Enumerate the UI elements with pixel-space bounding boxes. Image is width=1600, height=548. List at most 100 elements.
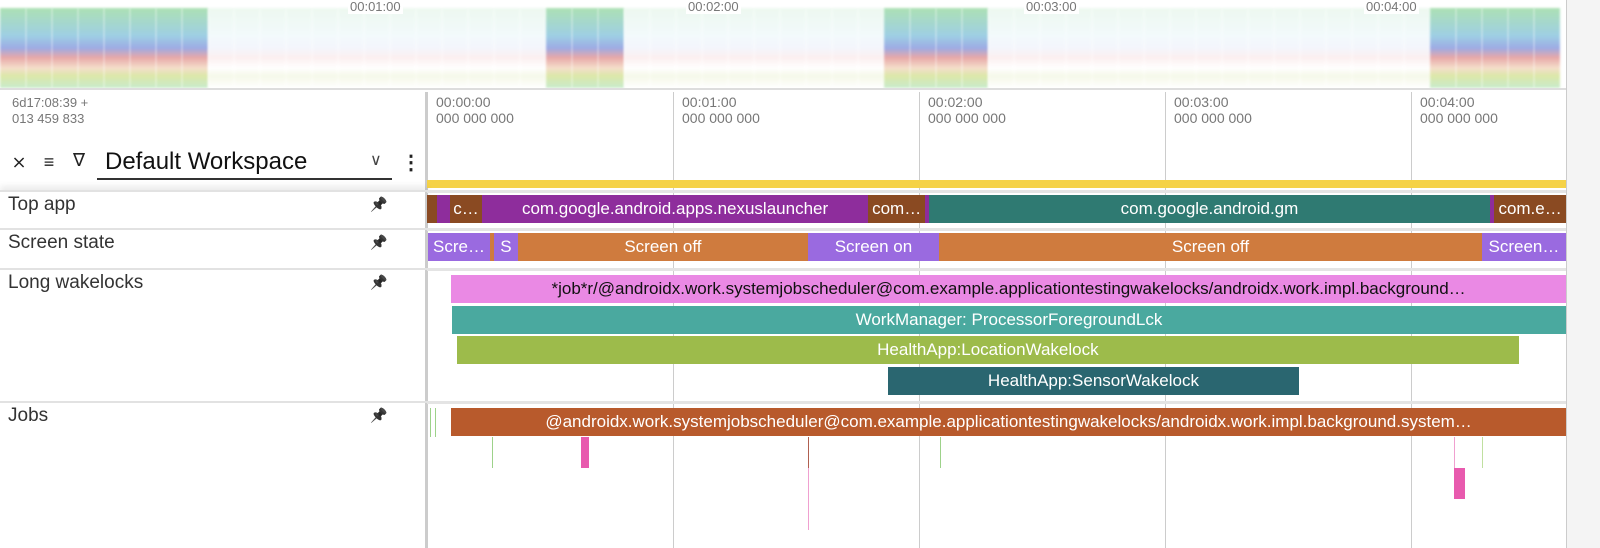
- overview-bar: [1534, 8, 1560, 88]
- slice[interactable]: HealthApp:SensorWakelock: [887, 366, 1300, 395]
- overview-bar: [598, 8, 624, 88]
- tick-ns: 000 000 000: [1420, 110, 1498, 126]
- overview-bar: [546, 8, 572, 88]
- overview-bar: [1508, 8, 1534, 88]
- pin-icon[interactable]: 📌: [370, 407, 388, 423]
- overview-bar: [910, 8, 936, 88]
- overview-bar: [702, 8, 728, 88]
- slice[interactable]: Screen off: [939, 233, 1482, 261]
- slice[interactable]: com…: [868, 195, 926, 223]
- overview-bar: [78, 8, 104, 88]
- overview-bar: [936, 8, 962, 88]
- job-event-marker[interactable]: [808, 468, 809, 530]
- overview-bar: [130, 8, 156, 88]
- slice[interactable]: WorkManager: ProcessorForegroundLck: [452, 305, 1566, 334]
- slice[interactable]: Screen off: [518, 233, 808, 261]
- overview-label: 00:02:00: [686, 0, 741, 14]
- track-separator: [427, 268, 1566, 271]
- overview-bar: [1170, 8, 1196, 88]
- overview-bar: [728, 8, 754, 88]
- slice[interactable]: *job*r/@androidx.work.systemjobscheduler…: [451, 275, 1566, 303]
- job-event-marker[interactable]: [492, 437, 493, 468]
- slice[interactable]: Scre…: [427, 233, 491, 261]
- track-name: Screen state: [8, 232, 115, 253]
- overview-bar: [1014, 8, 1040, 88]
- overview-bar: [1248, 8, 1274, 88]
- job-event-marker[interactable]: [435, 408, 436, 437]
- pin-icon[interactable]: 📌: [370, 234, 388, 250]
- tick-ns: 000 000 000: [928, 110, 1006, 126]
- track-top-app[interactable]: Top app 📌: [0, 190, 427, 228]
- time-selection-bar[interactable]: [427, 180, 1566, 188]
- track-long-wakelocks[interactable]: Long wakelocks 📌: [0, 268, 427, 401]
- time-axis[interactable]: 00:00:00 000 000 000 00:01:00 000 000 000 00…: [427, 92, 1566, 548]
- overview-bar: [806, 8, 832, 88]
- overview-label: 00:03:00: [1024, 0, 1079, 14]
- overview-bar: [1196, 8, 1222, 88]
- track-name: Jobs: [8, 405, 49, 426]
- overview-bar: [650, 8, 676, 88]
- slice[interactable]: [1490, 195, 1497, 223]
- slice[interactable]: com.google.android.gm: [928, 195, 1491, 223]
- slice[interactable]: Screen on: [807, 233, 940, 261]
- scrollbar[interactable]: [1566, 0, 1600, 548]
- job-event-marker[interactable]: [1482, 437, 1483, 468]
- track-jobs[interactable]: Jobs 📌: [0, 401, 427, 548]
- overview-bar: [754, 8, 780, 88]
- overview-bar: [52, 8, 78, 88]
- overview-bar: [520, 8, 546, 88]
- chevron-down-icon[interactable]: ∨: [370, 152, 382, 169]
- overview-bar: [1482, 8, 1508, 88]
- overview-label: 00:04:00: [1364, 0, 1419, 14]
- job-event-marker[interactable]: [581, 437, 589, 468]
- tick-label: 00:00:00 000 000 000: [436, 94, 514, 126]
- slice[interactable]: c…: [449, 195, 482, 223]
- track-panel: 6d17:08:39 + 013 459 833: [0, 92, 427, 548]
- slice[interactable]: HealthApp:LocationWakelock: [456, 336, 1519, 364]
- overview-bar: [364, 8, 390, 88]
- job-event-marker[interactable]: [1454, 468, 1465, 499]
- overview-bar: [1144, 8, 1170, 88]
- time-tick: 00:00:00 000 000 000: [427, 92, 514, 548]
- tick-label: 00:02:00 000 000 000: [928, 94, 1006, 126]
- slice[interactable]: com.e…: [1494, 195, 1566, 223]
- overview-bar: [1378, 8, 1404, 88]
- timestamp-line1: 6d17:08:39 +: [12, 95, 89, 110]
- slice[interactable]: [925, 195, 932, 223]
- slice[interactable]: [490, 233, 497, 261]
- pin-icon[interactable]: 📌: [370, 274, 388, 290]
- timestamp-offset: 6d17:08:39 + 013 459 833: [12, 95, 88, 127]
- slice[interactable]: @androidx.work.systemjobscheduler@com.ex…: [451, 408, 1566, 436]
- tick-label: 00:03:00 000 000 000: [1174, 94, 1252, 126]
- overview-bar: [390, 8, 416, 88]
- slice[interactable]: [436, 195, 450, 223]
- slice[interactable]: com.google.android.apps.nexuslauncher: [481, 195, 869, 223]
- overview-bar: [988, 8, 1014, 88]
- overview-bar: [1430, 8, 1456, 88]
- sort-icon[interactable]: ≡: [43, 152, 55, 172]
- job-event-marker[interactable]: [940, 437, 941, 468]
- workspace-selector[interactable]: Default Workspace: [97, 148, 392, 180]
- overview-bar: [208, 8, 234, 88]
- job-event-marker[interactable]: [1454, 437, 1455, 468]
- tick-time: 00:04:00: [1420, 94, 1475, 110]
- tick-ns: 000 000 000: [1174, 110, 1252, 126]
- overview-bar: [312, 8, 338, 88]
- filter-icon[interactable]: ∇: [72, 150, 86, 170]
- slice[interactable]: [427, 195, 437, 223]
- job-event-marker[interactable]: [430, 408, 431, 437]
- overview-bar: [416, 8, 442, 88]
- slice[interactable]: S: [493, 233, 519, 261]
- pin-icon[interactable]: 📌: [370, 196, 388, 212]
- collapse-icon[interactable]: ⨯: [11, 152, 27, 172]
- more-vert-icon[interactable]: ⋮: [401, 152, 421, 174]
- job-event-marker[interactable]: [808, 437, 809, 468]
- tick-ns: 000 000 000: [436, 110, 514, 126]
- track-screen-state[interactable]: Screen state 📌: [0, 228, 427, 268]
- slice[interactable]: Screen…: [1481, 233, 1566, 261]
- overview-bar: [1352, 8, 1378, 88]
- overview-bar: [338, 8, 364, 88]
- overview-bar: [884, 8, 910, 88]
- overview-minimap[interactable]: 00:01:00 00:02:00 00:03:00 00:04:00: [0, 0, 1566, 90]
- overview-bar: [1456, 8, 1482, 88]
